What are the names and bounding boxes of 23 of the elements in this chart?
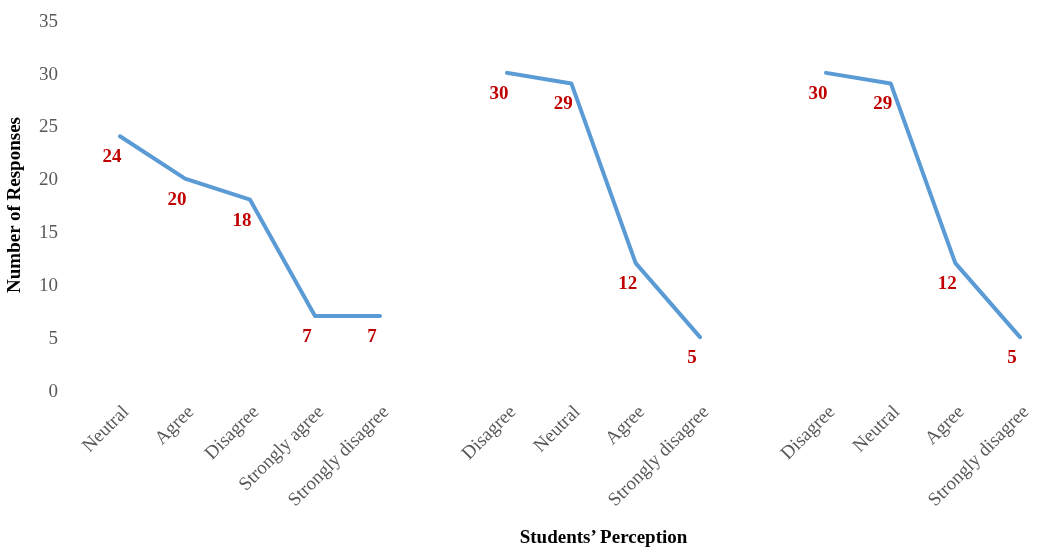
data-label: 7: [367, 325, 378, 346]
data-label: 12: [618, 272, 638, 294]
data-label: 18: [232, 208, 252, 230]
y-tick-label: 5: [48, 326, 58, 348]
data-label: 7: [302, 325, 313, 346]
y-axis-title: Number of Responses: [3, 117, 24, 293]
data-label: 29: [873, 92, 893, 114]
data-label: 20: [167, 187, 187, 209]
y-tick-label: 10: [39, 273, 58, 295]
data-label: 30: [808, 81, 828, 103]
y-tick-label: 20: [39, 168, 58, 190]
y-tick-label: 30: [39, 62, 58, 84]
data-label: 12: [937, 272, 957, 294]
x-axis-title: Students’ Perception: [519, 526, 688, 547]
y-tick-label: 0: [48, 379, 58, 401]
data-label: 5: [687, 346, 697, 368]
data-label: 24: [102, 145, 122, 167]
data-label: 5: [1007, 346, 1017, 368]
data-label: 30: [489, 81, 509, 103]
y-tick-label: 25: [39, 115, 58, 137]
data-label: 29: [553, 92, 573, 114]
y-tick-label: 35: [39, 9, 58, 31]
y-tick-label: 15: [39, 221, 58, 243]
